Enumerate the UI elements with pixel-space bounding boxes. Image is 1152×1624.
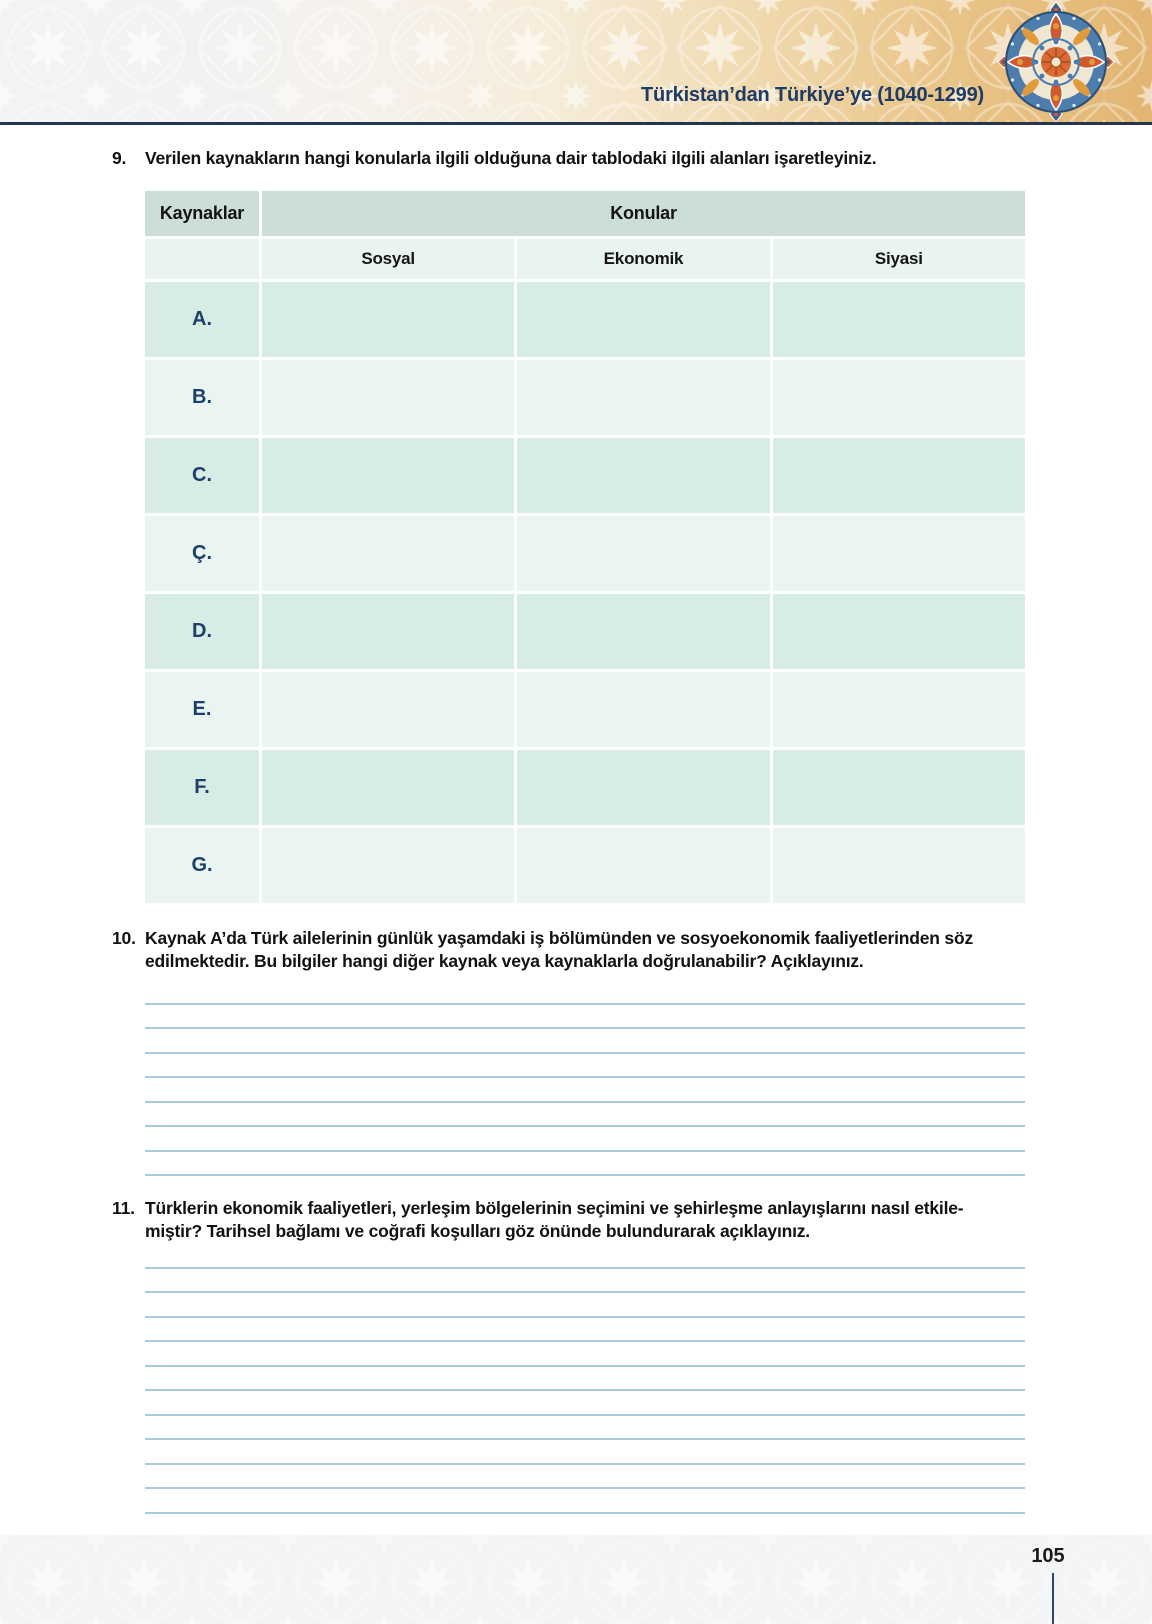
answer-line[interactable] — [145, 1391, 1025, 1416]
answer-line[interactable] — [145, 1416, 1025, 1440]
page-number-rule — [1052, 1573, 1054, 1624]
answer-line[interactable] — [145, 1293, 1025, 1318]
table-mark-cell[interactable] — [262, 828, 515, 903]
header-geometric-pattern — [0, 0, 1152, 122]
table-mark-cell[interactable] — [772, 360, 1025, 435]
answer-line[interactable] — [145, 1489, 1025, 1514]
table-mark-cell[interactable] — [262, 516, 515, 591]
table-mark-cell[interactable] — [517, 282, 770, 357]
header-divider — [0, 122, 1152, 125]
table-mark-cell[interactable] — [517, 594, 770, 669]
question-text-line: Türklerin ekonomik faaliyetleri, yerleşi… — [145, 1198, 964, 1218]
question-10-text: Kaynak A’da Türk ailelerinin günlük yaşa… — [145, 927, 1025, 973]
table-mark-cell[interactable] — [517, 438, 770, 513]
table-header-konular: Konular — [262, 191, 1025, 236]
table-row-label: F. — [145, 750, 259, 825]
answer-line[interactable] — [145, 980, 1025, 1005]
table-row-label: E. — [145, 672, 259, 747]
question-text-line: Kaynak A’da Türk ailelerinin günlük yaşa… — [145, 928, 973, 948]
rosette-ornament-icon — [997, 2, 1115, 122]
answer-line[interactable] — [145, 1367, 1025, 1391]
answer-line[interactable] — [145, 1244, 1025, 1269]
answer-line[interactable] — [145, 1054, 1025, 1078]
table-subheader-ekonomik: Ekonomik — [517, 239, 770, 279]
question-text-line: miştir? Tarihsel bağlamı ve coğrafi koşu… — [145, 1221, 810, 1241]
table-mark-cell[interactable] — [517, 750, 770, 825]
table-mark-cell[interactable] — [262, 594, 515, 669]
question-9-text: Verilen kaynakların hangi konularla ilgi… — [145, 147, 1025, 170]
table-mark-cell[interactable] — [772, 750, 1025, 825]
page-content: 9. Verilen kaynakların hangi konularla i… — [0, 125, 1152, 1514]
table-row-label: D. — [145, 594, 259, 669]
table-mark-cell[interactable] — [517, 516, 770, 591]
question-10-number: 10. — [112, 928, 136, 948]
table-row-label: C. — [145, 438, 259, 513]
answer-line[interactable] — [145, 1029, 1025, 1054]
table-row-label: A. — [145, 282, 259, 357]
table-header-kaynaklar: Kaynaklar — [145, 191, 259, 236]
answer-line[interactable] — [145, 1152, 1025, 1176]
table-mark-cell[interactable] — [517, 360, 770, 435]
question-text-line: edilmektedir. Bu bilgiler hangi diğer ka… — [145, 951, 864, 971]
table-mark-cell[interactable] — [262, 360, 515, 435]
answer-line[interactable] — [145, 1269, 1025, 1293]
table-mark-cell[interactable] — [772, 594, 1025, 669]
question-9-number: 9. — [112, 148, 127, 168]
answer-line[interactable] — [145, 1318, 1025, 1342]
table-mark-cell[interactable] — [772, 438, 1025, 513]
table-subheader-empty — [145, 239, 259, 279]
table-row-label: G. — [145, 828, 259, 903]
table-mark-cell[interactable] — [772, 672, 1025, 747]
sources-topics-table: Kaynaklar Konular Sosyal Ekonomik Siyasi… — [145, 191, 1025, 903]
answer-line[interactable] — [145, 1342, 1025, 1367]
table-row-label: B. — [145, 360, 259, 435]
table-mark-cell[interactable] — [262, 438, 515, 513]
answer-line[interactable] — [145, 1127, 1025, 1152]
table-mark-cell[interactable] — [262, 282, 515, 357]
table-mark-cell[interactable] — [772, 282, 1025, 357]
question-11: 11. Türklerin ekonomik faaliyetleri, yer… — [0, 1197, 1152, 1243]
page-number: 105 — [1031, 1545, 1065, 1567]
table-mark-cell[interactable] — [262, 750, 515, 825]
table-subheader-siyasi: Siyasi — [772, 239, 1025, 279]
table-mark-cell[interactable] — [262, 672, 515, 747]
question-10-answer-lines — [145, 980, 1025, 1176]
table-mark-cell[interactable] — [517, 672, 770, 747]
answer-line[interactable] — [145, 1005, 1025, 1029]
table-mark-cell[interactable] — [772, 828, 1025, 903]
page-header: Türkistan’dan Türkiye’ye (1040-1299) — [0, 0, 1152, 125]
answer-line[interactable] — [145, 1103, 1025, 1127]
chapter-title: Türkistan’dan Türkiye’ye (1040-1299) — [641, 84, 984, 106]
table-row-label: Ç. — [145, 516, 259, 591]
question-11-answer-lines — [145, 1244, 1025, 1514]
footer-geometric-pattern — [0, 1535, 1152, 1624]
page-footer: 105 — [0, 1535, 1152, 1624]
question-text-line: Verilen kaynakların hangi konularla ilgi… — [145, 148, 877, 168]
question-9: 9. Verilen kaynakların hangi konularla i… — [0, 147, 1152, 170]
answer-line[interactable] — [145, 1465, 1025, 1489]
question-10: 10. Kaynak A’da Türk ailelerinin günlük … — [0, 927, 1152, 973]
table-mark-cell[interactable] — [772, 516, 1025, 591]
table-mark-cell[interactable] — [517, 828, 770, 903]
table-subheader-sosyal: Sosyal — [262, 239, 515, 279]
answer-line[interactable] — [145, 1440, 1025, 1465]
question-11-number: 11. — [112, 1198, 135, 1218]
question-11-text: Türklerin ekonomik faaliyetleri, yerleşi… — [145, 1197, 1025, 1243]
answer-line[interactable] — [145, 1078, 1025, 1103]
